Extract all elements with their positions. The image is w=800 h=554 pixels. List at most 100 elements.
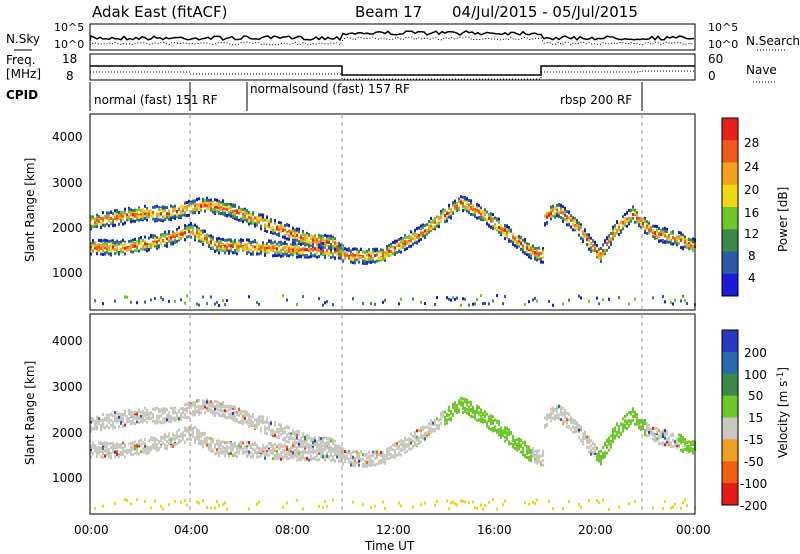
- power-cell: [404, 234, 406, 238]
- velocity-cell: [280, 457, 282, 461]
- power-cell: [632, 216, 634, 220]
- power-cell: [230, 214, 232, 218]
- power-cell: [592, 249, 594, 253]
- velocity-cell: [206, 505, 208, 509]
- power-cell: [210, 236, 212, 240]
- power-cell: [224, 202, 226, 206]
- velocity-cell: [434, 421, 436, 425]
- power-cell: [134, 219, 136, 223]
- power-cell: [626, 220, 628, 224]
- power-cell: [352, 258, 354, 262]
- velocity-cell: [108, 451, 110, 455]
- power-cell: [660, 239, 662, 243]
- power-cell: [534, 254, 536, 258]
- velocity-cell: [110, 451, 112, 455]
- power-cell: [198, 235, 200, 239]
- power-cell: [104, 242, 106, 246]
- velocity-cell: [90, 420, 92, 424]
- power-cell: [402, 242, 404, 246]
- velocity-cell: [222, 440, 224, 444]
- velocity-cell: [344, 454, 346, 458]
- velocity-cell: [284, 452, 286, 456]
- velocity-cell: [248, 418, 250, 421]
- velocity-cell: [202, 499, 204, 503]
- power-cell: [168, 217, 170, 221]
- power-cell: [582, 234, 584, 238]
- power-cell: [280, 248, 282, 252]
- power-cell: [132, 213, 134, 217]
- power-cell: [516, 235, 518, 239]
- power-cell: [158, 218, 160, 222]
- power-cell: [676, 241, 678, 245]
- velocity-cell: [108, 420, 110, 424]
- power-cell: [296, 238, 298, 242]
- power-cell: [588, 233, 590, 237]
- velocity-cell: [308, 458, 310, 462]
- velocity-cell: [302, 441, 304, 445]
- velocity-cell: [524, 440, 526, 444]
- power-cell: [522, 250, 524, 254]
- velocity-cell: [332, 455, 334, 459]
- power-cell: [438, 217, 440, 221]
- power-cell: [312, 254, 314, 258]
- velocity-cell: [104, 449, 106, 453]
- velocity-cell: [116, 452, 118, 456]
- velocity-cell: [322, 440, 324, 444]
- power-cell: [572, 218, 574, 222]
- power-cell: [610, 241, 612, 245]
- velocity-cell: [388, 450, 390, 453]
- power-cell: [242, 217, 244, 221]
- velocity-cell: [184, 429, 186, 433]
- velocity-cell: [278, 443, 280, 447]
- velocity-cell: [282, 455, 284, 459]
- velocity-cell: [190, 412, 192, 416]
- velocity-cell: [476, 406, 478, 410]
- velocity-cell: [144, 438, 146, 442]
- power-cell: [618, 233, 620, 236]
- power-cell: [262, 213, 264, 217]
- power-cell: [230, 241, 232, 245]
- velocity-cell: [480, 420, 482, 423]
- velocity-cell: [142, 409, 144, 413]
- power-cell: [350, 253, 352, 257]
- power-cell: [476, 209, 478, 213]
- power-cell: [688, 244, 690, 248]
- velocity-cell: [112, 420, 114, 424]
- power-cell: [110, 252, 112, 256]
- power-cell: [238, 239, 240, 243]
- power-cell: [176, 230, 178, 234]
- velocity-cell: [246, 420, 248, 424]
- velocity-cell: [124, 443, 126, 447]
- power-cell: [218, 236, 220, 240]
- velocity-cell: [288, 452, 290, 456]
- velocity-cell: [250, 418, 252, 422]
- velocity-cell: [252, 455, 254, 459]
- velocity-cell: [158, 414, 160, 418]
- power-cell: [562, 217, 564, 221]
- power-cell: [610, 243, 612, 247]
- power-cell: [294, 246, 296, 250]
- power-cell: [676, 243, 678, 247]
- velocity-cell: [102, 425, 104, 429]
- power-cell: [596, 296, 598, 300]
- velocity-cell: [132, 418, 134, 422]
- power-cell: [112, 223, 114, 227]
- power-cell: [196, 225, 198, 229]
- power-cell: [596, 244, 598, 248]
- power-cell: [564, 213, 566, 217]
- velocity-cell: [204, 411, 206, 415]
- power-cell: [192, 228, 194, 232]
- freq-tick-top: 18: [62, 52, 77, 66]
- power-cell: [354, 247, 356, 251]
- power-cell: [256, 223, 258, 227]
- velocity-cell: [194, 403, 196, 407]
- power-cell: [560, 208, 562, 212]
- velocity-cell: [392, 454, 394, 458]
- power-cell: [110, 221, 112, 225]
- power-cell: [584, 233, 586, 237]
- power-cell: [308, 246, 310, 250]
- power-cell: [426, 232, 428, 236]
- power-cell: [642, 217, 644, 221]
- power-cell: [290, 250, 292, 254]
- power-cell: [96, 246, 98, 250]
